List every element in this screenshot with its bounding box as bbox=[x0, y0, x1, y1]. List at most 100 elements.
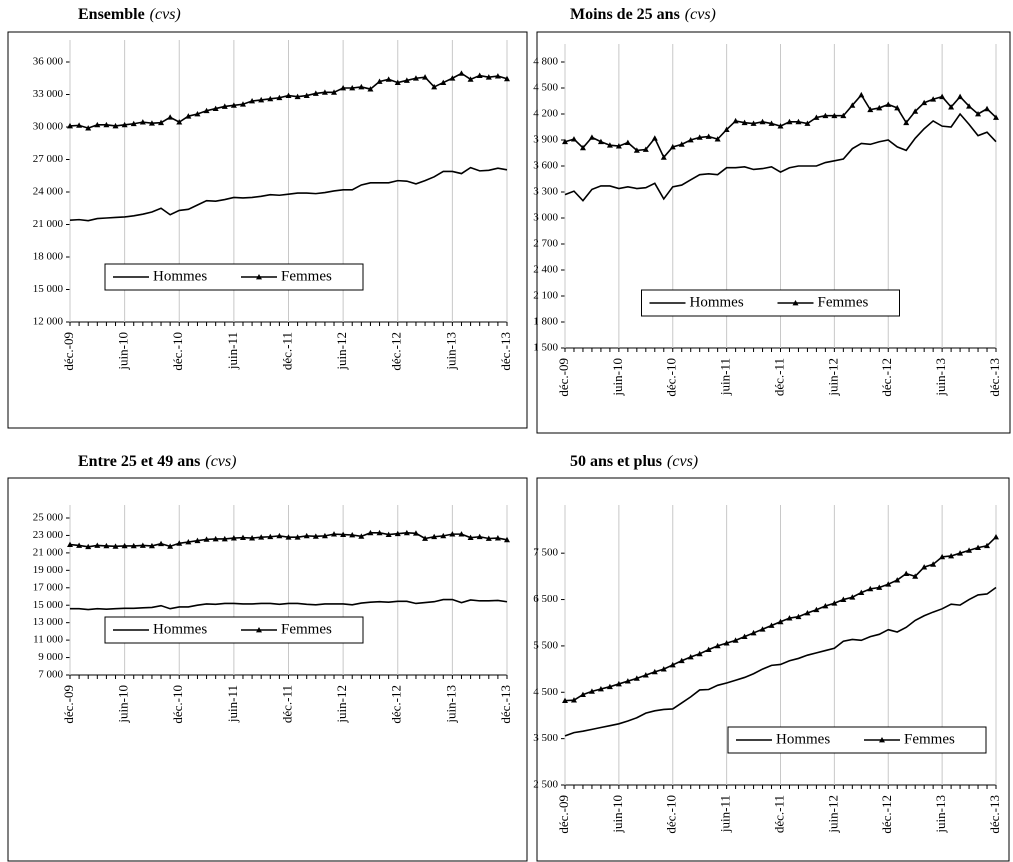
y-tick-label: 18 000 bbox=[33, 251, 64, 263]
point-marker bbox=[615, 680, 622, 687]
y-tick-label: 23 000 bbox=[33, 529, 64, 541]
point-marker bbox=[786, 118, 793, 125]
legend-label: Femmes bbox=[818, 294, 869, 310]
point-marker bbox=[494, 535, 501, 541]
point-marker bbox=[194, 537, 201, 544]
point-marker bbox=[76, 122, 83, 128]
point-marker bbox=[966, 103, 973, 109]
point-marker bbox=[894, 577, 901, 583]
y-tick-label: 4 800 bbox=[533, 56, 558, 68]
point-marker bbox=[804, 609, 811, 616]
point-marker bbox=[440, 532, 447, 539]
point-marker bbox=[331, 89, 338, 95]
point-marker bbox=[885, 101, 892, 107]
point-marker bbox=[732, 637, 739, 643]
point-marker bbox=[312, 533, 319, 539]
y-tick-label: 12 000 bbox=[33, 316, 64, 328]
y-tick-label: 3 000 bbox=[533, 212, 558, 224]
point-marker bbox=[894, 104, 901, 111]
x-tick-label: déc.-12 bbox=[879, 358, 894, 397]
chart: Entre 25 et 49 ans (cvs) 7 000 9 000 11 000 1… bbox=[7, 453, 528, 862]
point-marker bbox=[212, 535, 219, 542]
x-tick-label: déc.-09 bbox=[556, 795, 571, 834]
point-marker bbox=[176, 540, 183, 546]
y-tick-label: 21 000 bbox=[33, 546, 64, 558]
point-marker bbox=[403, 529, 410, 536]
point-marker bbox=[930, 561, 937, 567]
legend-label: Hommes bbox=[776, 731, 830, 747]
point-marker bbox=[85, 125, 92, 131]
chart: Ensemble (cvs) 12 000 15 000 18 000 21 000 24 … bbox=[7, 6, 528, 429]
x-tick-label: juin-11 bbox=[225, 685, 240, 723]
x-tick-label: juin-10 bbox=[116, 332, 131, 371]
point-marker bbox=[660, 666, 667, 672]
point-marker bbox=[112, 543, 119, 549]
point-marker bbox=[633, 675, 640, 681]
point-marker bbox=[669, 661, 676, 668]
point-marker bbox=[705, 133, 712, 139]
y-tick-label: 30 000 bbox=[33, 121, 64, 133]
point-marker bbox=[795, 118, 802, 125]
point-marker bbox=[230, 102, 237, 108]
point-marker bbox=[579, 691, 586, 697]
point-marker bbox=[276, 94, 283, 101]
point-marker bbox=[993, 114, 999, 120]
x-tick-label: déc.-10 bbox=[170, 685, 185, 724]
x-tick-label: déc.-10 bbox=[170, 332, 185, 371]
point-marker bbox=[294, 93, 301, 100]
point-marker bbox=[831, 112, 838, 119]
point-marker bbox=[94, 542, 101, 548]
point-marker bbox=[340, 531, 347, 537]
point-marker bbox=[651, 135, 658, 141]
point-marker bbox=[349, 532, 356, 538]
point-marker bbox=[303, 92, 310, 98]
point-marker bbox=[930, 96, 937, 102]
y-tick-label: 19 000 bbox=[33, 564, 64, 576]
y-tick-label: 11 000 bbox=[33, 634, 63, 646]
chart-frame bbox=[536, 31, 1011, 434]
y-tick-label: 36 000 bbox=[33, 56, 64, 68]
point-marker bbox=[158, 119, 165, 126]
point-marker bbox=[103, 542, 110, 549]
point-marker bbox=[939, 553, 946, 560]
legend-label: Hommes bbox=[153, 268, 207, 284]
chart-title: Entre 25 et 49 ans (cvs) bbox=[78, 453, 236, 470]
y-tick-label: 2 700 bbox=[533, 238, 558, 250]
chart: Moins de 25 ans (cvs) 1 500 1 800 2 100 2 400… bbox=[533, 6, 1011, 434]
x-tick-label: déc.-09 bbox=[61, 332, 76, 371]
point-marker bbox=[768, 622, 775, 628]
point-marker bbox=[804, 120, 811, 126]
point-marker bbox=[194, 111, 201, 117]
point-marker bbox=[678, 657, 685, 664]
point-marker bbox=[349, 85, 356, 91]
point-marker bbox=[984, 105, 991, 112]
y-tick-label: 3 500 bbox=[533, 732, 558, 744]
point-marker bbox=[786, 615, 793, 621]
y-tick-label: 2 500 bbox=[533, 779, 558, 791]
point-marker bbox=[449, 75, 456, 81]
point-marker bbox=[741, 633, 748, 640]
y-tick-label: 3 600 bbox=[533, 160, 558, 172]
point-marker bbox=[876, 584, 883, 590]
point-marker bbox=[494, 73, 501, 79]
point-marker bbox=[130, 120, 137, 127]
title-main: 50 ans et plus bbox=[570, 453, 662, 470]
y-tick-label: 15 000 bbox=[33, 283, 64, 295]
x-tick-label: juin-12 bbox=[825, 795, 840, 834]
title-main: Entre 25 et 49 ans bbox=[78, 453, 200, 470]
point-marker bbox=[367, 86, 374, 92]
point-marker bbox=[687, 654, 694, 660]
point-marker bbox=[203, 536, 210, 542]
point-marker bbox=[777, 618, 784, 625]
point-marker bbox=[669, 143, 676, 150]
point-marker bbox=[485, 74, 492, 80]
point-marker bbox=[376, 78, 383, 84]
point-marker bbox=[467, 534, 474, 541]
point-marker bbox=[249, 535, 256, 541]
point-marker bbox=[258, 96, 265, 103]
point-marker bbox=[849, 594, 856, 600]
point-marker bbox=[741, 119, 748, 126]
x-tick-label: juin-11 bbox=[718, 795, 733, 833]
point-marker bbox=[588, 134, 595, 140]
point-marker bbox=[777, 123, 784, 129]
